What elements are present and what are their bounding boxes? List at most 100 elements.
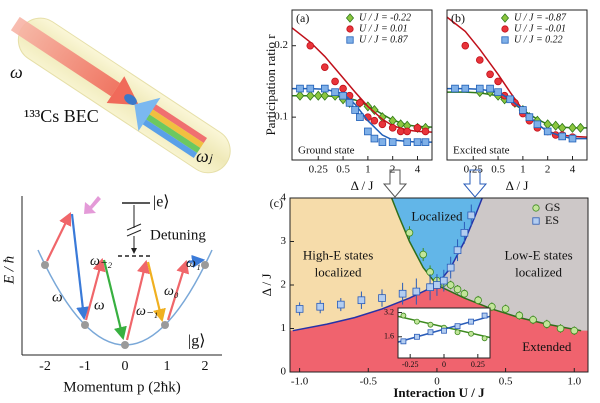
plot-inner: [447, 16, 587, 143]
marker: [378, 120, 387, 129]
marker: [481, 312, 488, 319]
marker: [400, 338, 407, 345]
legend-marker: [345, 13, 355, 23]
marker: [427, 321, 434, 328]
marker: [451, 84, 459, 93]
marker: [306, 41, 315, 50]
x-tick-label: 0: [122, 359, 129, 374]
x-axis-label: Interaction U / J: [393, 385, 485, 400]
bec-label: ¹³³Cs BEC: [24, 106, 99, 126]
excited-label: |e⟩: [153, 194, 170, 211]
x-tick-label: 0.25: [309, 163, 329, 175]
y-tick-label: 0.2: [274, 39, 288, 51]
marker: [494, 88, 502, 96]
marker: [345, 99, 354, 107]
marker: [440, 276, 448, 285]
marker: [337, 300, 345, 309]
plots: 0.25 0.5 1 2 4 0.1 0.2 (a) Ground state Δ / J Part…: [259, 9, 589, 400]
region-label: localized: [515, 265, 562, 280]
marker: [356, 99, 364, 107]
marker: [421, 127, 430, 136]
marker: [558, 132, 566, 141]
marker: [454, 323, 461, 330]
y-tick-label: 1: [281, 322, 287, 334]
y-tick-label: 4: [281, 192, 287, 204]
plot-inner: [292, 27, 432, 146]
plot: 0.25 0.5 1 2 4 (b) Excited state Δ / J U / J = -…: [446, 9, 588, 193]
y-axis-label: Participation ratio r: [263, 34, 278, 136]
x-tick-label: 0.5: [336, 163, 350, 175]
marker: [412, 287, 421, 296]
x-tick-label: 2: [202, 359, 209, 374]
x-tick-label: 2: [545, 163, 551, 175]
x-tick-label: 2: [390, 163, 396, 175]
link-arrow: [462, 169, 488, 198]
x-tick-label: -1.0: [291, 375, 309, 387]
marker: [446, 263, 455, 272]
legend-label: U / J = 0.01: [359, 23, 408, 34]
legend-label: U / J = -0.87: [514, 12, 567, 23]
marker: [295, 90, 305, 101]
x-tick-label: 0.25: [471, 360, 485, 369]
marker: [370, 116, 379, 125]
marker: [405, 229, 414, 237]
marker: [414, 318, 420, 325]
marker: [576, 122, 585, 133]
region-label: High-E states: [303, 248, 373, 263]
marker: [433, 281, 441, 289]
marker: [568, 134, 577, 143]
plot-frame: [446, 9, 588, 161]
pump-arrow: [84, 196, 101, 214]
break-mark: [126, 229, 142, 237]
legend-marker: [532, 204, 540, 212]
x-tick-label: 1: [365, 163, 371, 175]
y-tick-label: 1.6: [384, 332, 394, 341]
marker: [370, 104, 379, 116]
x-tick-label: -2: [39, 359, 51, 374]
marker: [474, 296, 482, 305]
y-axis-label: Δ / J: [259, 274, 274, 297]
marker: [388, 138, 397, 146]
y-tick-label: 0: [281, 366, 287, 378]
x-tick-label: -0.5: [360, 375, 378, 387]
marker: [453, 246, 462, 255]
rainbow-beams: [134, 97, 207, 159]
marker: [446, 281, 455, 289]
marker: [378, 138, 387, 146]
marker: [494, 77, 502, 86]
link-arrow: [382, 169, 408, 198]
marker: [486, 70, 494, 79]
break-mark: [126, 223, 142, 231]
beam-label: ω: [10, 62, 23, 82]
annotation: Excited state: [453, 145, 510, 157]
marker: [421, 138, 430, 146]
plot: 0.25 0.5 1 2 4 0.1 0.2 (a) Ground state Δ / J Part…: [263, 9, 433, 193]
boundary-line: [292, 198, 483, 332]
region-label: Extended: [522, 339, 572, 354]
x-axis-label: Δ / J: [506, 178, 529, 193]
marker: [339, 91, 347, 100]
legend-marker: [500, 13, 510, 23]
legend-label: GS: [545, 200, 560, 214]
beam: [10, 16, 120, 97]
marker: [533, 120, 542, 129]
marker: [501, 305, 510, 313]
x-tick-label: 0: [434, 375, 440, 387]
x-tick-label: 0.25: [464, 163, 484, 175]
transition-label: ω₋₂: [90, 254, 112, 269]
marker: [419, 250, 428, 259]
region-label: Localized: [411, 209, 463, 224]
region: [391, 198, 483, 285]
marker: [467, 211, 476, 220]
x-tick-label: 0: [442, 360, 446, 369]
marker: [314, 90, 323, 101]
marker: [453, 285, 462, 294]
annotation: Ground state: [298, 145, 355, 157]
level-diagram: |e⟩ Detuning |g⟩ ω ω₋₂ ω ω₋₁ ω₀ ω₁ -2 -1…: [1, 194, 222, 395]
marker: [525, 113, 534, 121]
marker: [295, 305, 304, 313]
marker: [396, 127, 405, 136]
marker: [529, 315, 537, 324]
x-tick-label: -0.25: [402, 360, 419, 369]
